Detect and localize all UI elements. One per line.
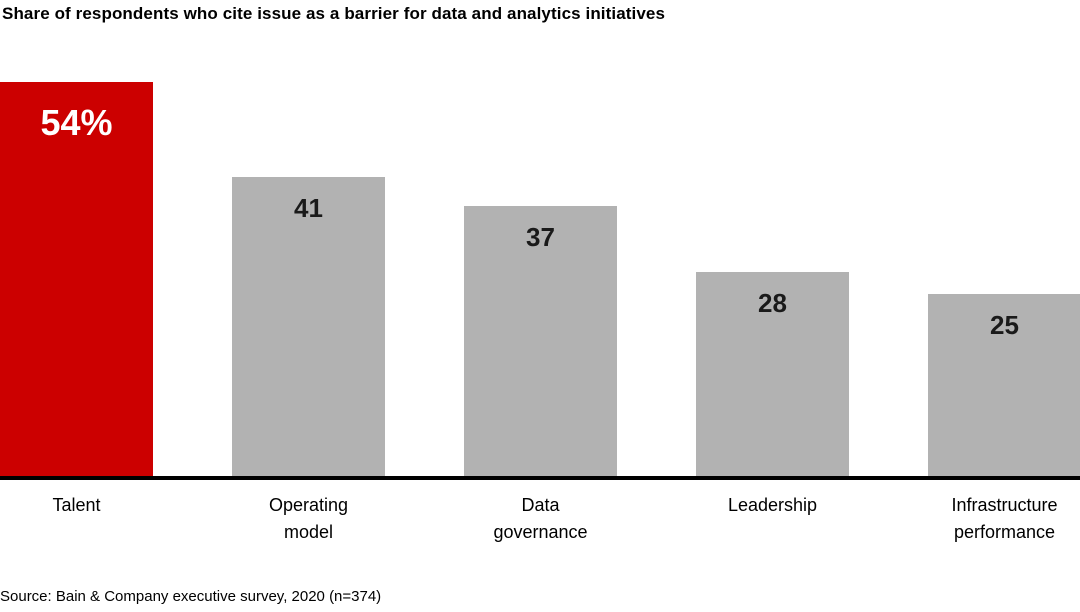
bar-value-label: 54% (40, 102, 113, 143)
bar-category-label: Operating model (268, 495, 349, 542)
bar-value-label: 28 (758, 288, 787, 318)
bar-category-label: Infrastructure performance (951, 495, 1058, 542)
source-note: Source: Bain & Company executive survey,… (0, 588, 382, 605)
chart-title: Share of respondents who cite issue as a… (2, 4, 666, 23)
bar-value-label: 25 (990, 310, 1019, 340)
bar-data-governance (464, 206, 617, 476)
bar-infrastructure-performance (928, 294, 1080, 476)
x-axis-line (0, 476, 1080, 480)
bar-category-label: Talent (52, 495, 101, 515)
bar-operating-model (232, 177, 385, 476)
bar-category-label: Leadership (727, 495, 818, 515)
bar-value-label: 37 (526, 222, 555, 252)
bar-value-label: 41 (294, 193, 323, 223)
bar-leadership (696, 272, 849, 476)
bar-category-label: Data governance (493, 495, 588, 542)
bar-talent (0, 82, 153, 476)
